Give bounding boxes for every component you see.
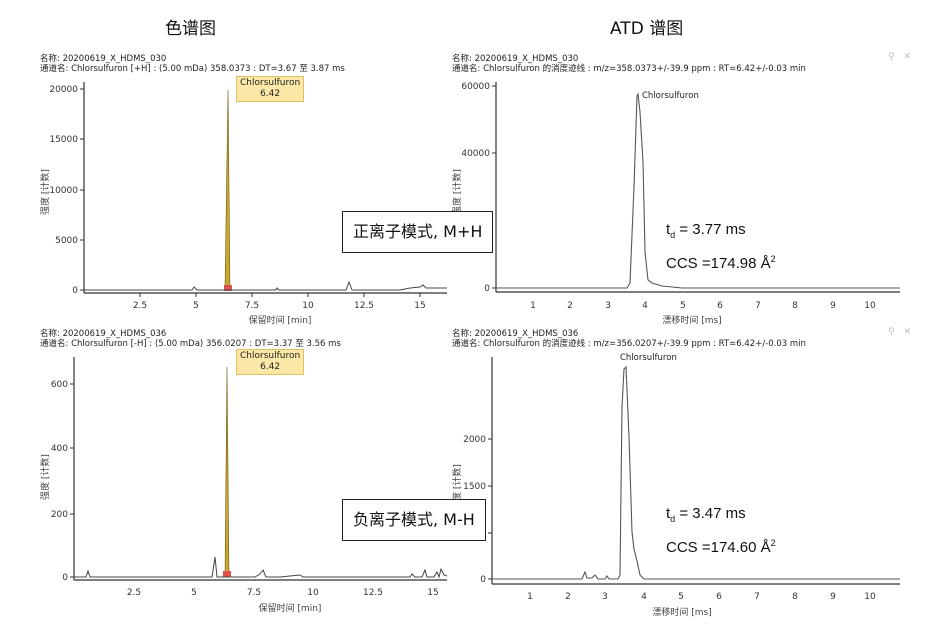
peak-tag-name: Chlorsulfuron	[240, 351, 301, 361]
channel-name: 通道名: Chlorsulfuron 的淌度迹线 : m/z=358.0373+…	[452, 64, 806, 74]
svg-text:5: 5	[191, 588, 197, 598]
svg-text:7: 7	[754, 592, 760, 602]
svg-text:7.5: 7.5	[247, 588, 261, 598]
svg-text:0: 0	[72, 286, 78, 296]
svg-text:2.5: 2.5	[127, 588, 141, 598]
svg-text:漂移时间 [ms]: 漂移时间 [ms]	[652, 606, 711, 618]
svg-text:8: 8	[792, 301, 798, 311]
ccs-annotation: td = 3.77 ms CCS =174.98 Å2	[666, 221, 776, 272]
svg-text:15000: 15000	[49, 135, 78, 145]
sample-name: 名称: 20200619_X_HDMS_036	[452, 329, 579, 339]
chromatogram-positive-plot: 0 5000 10000 15000 20000 2.5 5 7.5 10 12.5 15 保留时…	[39, 82, 447, 326]
svg-text:6: 6	[716, 592, 722, 602]
svg-text:8: 8	[792, 592, 798, 602]
svg-text:9: 9	[830, 301, 836, 311]
svg-text:10: 10	[864, 592, 876, 602]
svg-text:40000: 40000	[461, 149, 490, 159]
peak-tag: Chlorsulfuron 6.42	[236, 349, 305, 375]
sample-name: 名称: 20200619_X_HDMS_030	[40, 54, 167, 64]
svg-text:10000: 10000	[49, 186, 78, 196]
svg-text:2: 2	[565, 592, 571, 602]
svg-text:10: 10	[307, 588, 319, 598]
svg-text:2000: 2000	[463, 435, 486, 445]
svg-text:15: 15	[414, 301, 425, 311]
chromatogram-heading: 色谱图	[165, 19, 216, 39]
svg-text:5: 5	[680, 301, 686, 311]
svg-text:0: 0	[62, 573, 68, 583]
svg-text:12.5: 12.5	[363, 588, 383, 598]
svg-text:2: 2	[567, 301, 573, 311]
sample-name: 名称: 20200619_X_HDMS_030	[452, 54, 579, 64]
svg-text:10: 10	[864, 301, 876, 311]
svg-text:1500: 1500	[463, 482, 486, 492]
svg-text:强度 [计数]: 强度 [计数]	[451, 169, 463, 215]
peak-tag-name: Chlorsulfuron	[240, 78, 301, 88]
channel-name: 通道名: Chlorsulfuron [+H] : (5.00 mDa) 358…	[40, 64, 345, 74]
svg-text:4: 4	[642, 301, 648, 311]
channel-name: 通道名: Chlorsulfuron [-H] : (5.00 mDa) 356…	[40, 339, 341, 349]
svg-text:9: 9	[830, 592, 836, 602]
peak-tag-rt: 6.42	[260, 89, 281, 99]
svg-text:400: 400	[51, 444, 68, 454]
svg-text:7: 7	[755, 301, 761, 311]
peak-tag: Chlorsulfuron 6.42	[236, 76, 305, 102]
svg-text:4: 4	[641, 592, 647, 602]
positive-mode-label: 正离子模式, M+H	[342, 211, 494, 253]
svg-text:2.5: 2.5	[133, 301, 147, 311]
svg-text:20000: 20000	[49, 85, 78, 95]
svg-text:强度 [计数]: 强度 [计数]	[39, 454, 51, 500]
svg-text:0: 0	[480, 575, 486, 585]
chromatogram-negative-plot: 0 200 400 600 2.5 5 7.5 10 12.5 15 保留时间 [min] 强度…	[39, 357, 448, 614]
peak-label: Chlorsulfuron	[642, 91, 699, 101]
svg-text:60000: 60000	[461, 82, 490, 92]
svg-text:3: 3	[602, 592, 608, 602]
svg-text:6: 6	[717, 301, 723, 311]
negative-mode-label: 负离子模式, M-H	[342, 499, 486, 541]
svg-text:15: 15	[427, 588, 438, 598]
svg-text:保留时间 [min]: 保留时间 [min]	[249, 314, 312, 326]
chromatogram-negative-panel: 名称: 20200619_X_HDMS_036 通道名: Chlorsulfur…	[39, 327, 450, 627]
svg-text:强度 [计数]: 强度 [计数]	[451, 464, 463, 510]
pin-close-icons[interactable]: ⚲ ✕	[888, 52, 914, 62]
svg-text:5: 5	[678, 592, 684, 602]
channel-name: 通道名: Chlorsulfuron 的淌度迹线 : m/z=356.0207+…	[452, 339, 806, 349]
atd-negative-panel: 名称: 20200619_X_HDMS_036 通道名: Chlorsulfur…	[451, 327, 935, 627]
svg-text:3: 3	[605, 301, 611, 311]
svg-text:保留时间 [min]: 保留时间 [min]	[259, 602, 322, 614]
ccs-annotation: td = 3.47 ms CCS =174.60 Å2	[666, 505, 776, 556]
pin-close-icons[interactable]: ⚲ ✕	[888, 327, 914, 337]
svg-text:600: 600	[51, 380, 68, 390]
svg-text:200: 200	[51, 510, 68, 520]
peak-tag-rt: 6.42	[260, 362, 281, 372]
atd-heading: ATD 谱图	[610, 19, 684, 39]
svg-text:强度 [计数]: 强度 [计数]	[39, 169, 51, 215]
svg-text:1: 1	[530, 301, 536, 311]
svg-text:1: 1	[527, 592, 533, 602]
svg-text:5: 5	[193, 301, 199, 311]
sample-name: 名称: 20200619_X_HDMS_036	[40, 329, 167, 339]
atd-positive-panel: 名称: 20200619_X_HDMS_030 通道名: Chlorsulfur…	[451, 52, 935, 327]
svg-text:0: 0	[484, 284, 490, 294]
svg-text:漂移时间 [ms]: 漂移时间 [ms]	[662, 314, 721, 326]
chromatogram-positive-panel: 名称: 20200619_X_HDMS_030 通道名: Chlorsulfur…	[39, 52, 450, 327]
svg-text:12.5: 12.5	[354, 301, 374, 311]
svg-text:5000: 5000	[55, 236, 78, 246]
svg-text:10: 10	[302, 301, 314, 311]
atd-positive-plot: 0 40000 60000 1 2 3 4 5 6 7 8 9 10 漂移时间 [ms] 强度 [计数…	[451, 82, 900, 326]
svg-text:7.5: 7.5	[245, 301, 259, 311]
peak-label: Chlorsulfuron	[620, 353, 677, 363]
